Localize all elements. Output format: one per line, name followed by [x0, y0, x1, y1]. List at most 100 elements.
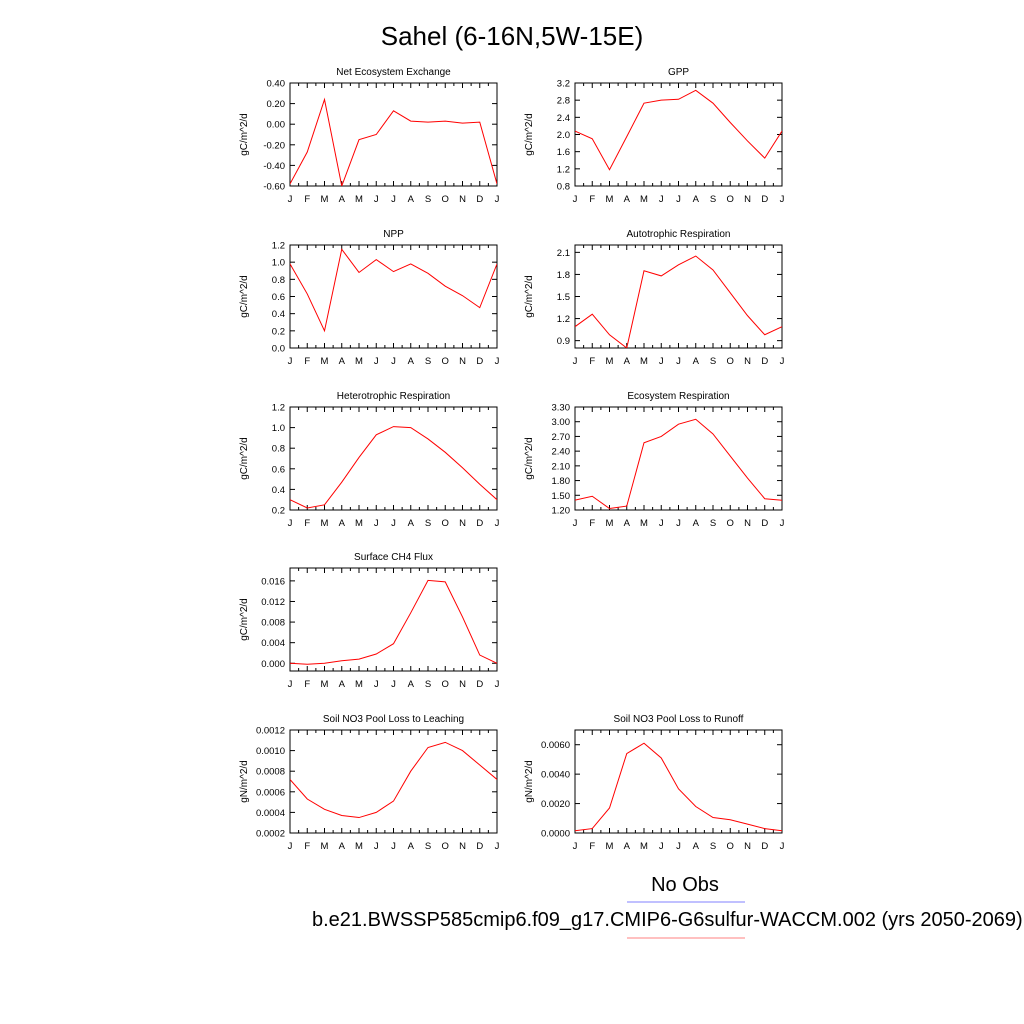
x-tick-label: J [391, 679, 396, 690]
x-tick-label: J [573, 841, 578, 852]
y-axis-label: gC/m^2/d [524, 437, 535, 480]
x-tick-label: M [355, 518, 363, 529]
plot-frame [574, 406, 783, 511]
panel-title: GPP [668, 67, 689, 78]
x-tick-label: J [659, 194, 664, 205]
x-tick-label: N [744, 841, 751, 852]
plot-frame [289, 406, 498, 511]
y-tick-label: 1.80 [552, 476, 571, 487]
y-tick-label: 2.8 [557, 96, 570, 107]
x-tick-label: A [693, 841, 700, 852]
x-tick-label: J [391, 841, 396, 852]
x-tick-label: N [459, 194, 466, 205]
x-tick-label: N [459, 356, 466, 367]
x-tick-label: M [355, 841, 363, 852]
y-tick-label: 0.008 [261, 618, 285, 629]
legend-label-model: b.e21.BWSSP585cmip6.f09_g17.CMIP6-G6sulf… [312, 909, 1023, 931]
x-tick-label: D [761, 518, 768, 529]
x-tick-label: S [710, 518, 716, 529]
y-tick-label: 0.4 [272, 309, 285, 320]
panel-title: Net Ecosystem Exchange [336, 67, 451, 78]
x-tick-label: S [425, 356, 431, 367]
y-tick-label: 0.8 [272, 444, 285, 455]
legend: No Obs b.e21.BWSSP585cmip6.f09_g17.CMIP6-… [312, 874, 1023, 939]
series-line [290, 248, 497, 333]
x-tick-label: M [321, 356, 329, 367]
x-tick-label: S [425, 679, 431, 690]
x-tick-label: A [624, 356, 631, 367]
y-tick-label: 2.10 [552, 461, 571, 472]
series-line [290, 97, 497, 186]
y-tick-label: 0.0060 [541, 740, 570, 751]
y-axis-label: gN/m^2/d [524, 760, 535, 803]
y-tick-label: 1.2 [557, 164, 570, 175]
y-tick-label: 2.40 [552, 447, 571, 458]
x-tick-label: J [573, 518, 578, 529]
y-axis-label: gC/m^2/d [524, 275, 535, 318]
x-tick-label: F [589, 841, 595, 852]
x-tick-label: J [676, 194, 681, 205]
plot-frame [574, 244, 783, 349]
y-tick-label: 0.8 [557, 182, 570, 193]
y-tick-label: 0.4 [272, 485, 285, 496]
x-tick-label: J [780, 518, 785, 529]
x-tick-label: N [459, 679, 466, 690]
x-tick-label: F [304, 356, 310, 367]
y-axis-label: gC/m^2/d [239, 275, 250, 318]
y-tick-label: 0.0004 [256, 808, 285, 819]
plot-frame [289, 82, 498, 187]
x-tick-label: D [476, 679, 483, 690]
y-tick-label: 0.2 [272, 326, 285, 337]
series-line [575, 89, 782, 171]
x-tick-label: D [761, 356, 768, 367]
y-tick-label: 0.9 [557, 336, 570, 347]
legend-label-obs: No Obs [651, 874, 719, 896]
x-tick-label: A [408, 356, 415, 367]
x-tick-label: D [476, 841, 483, 852]
y-tick-label: 1.2 [272, 403, 285, 414]
x-tick-label: M [640, 841, 648, 852]
x-tick-label: J [374, 841, 379, 852]
y-tick-label: -0.60 [263, 182, 285, 193]
x-tick-label: J [495, 356, 500, 367]
x-tick-label: M [321, 518, 329, 529]
y-tick-label: 0.0020 [541, 799, 570, 810]
x-tick-label: J [495, 841, 500, 852]
y-tick-label: 0.016 [261, 576, 285, 587]
x-tick-label: A [693, 194, 700, 205]
x-tick-label: A [339, 841, 346, 852]
panel-title: Autotrophic Respiration [627, 229, 731, 240]
series-line [290, 426, 497, 509]
x-tick-label: J [780, 194, 785, 205]
x-tick-label: J [495, 518, 500, 529]
x-tick-label: J [659, 841, 664, 852]
plot-frame [289, 567, 498, 672]
x-tick-label: O [442, 518, 449, 529]
x-tick-label: O [442, 679, 449, 690]
x-tick-label: F [304, 679, 310, 690]
y-tick-label: 0.0040 [541, 770, 570, 781]
x-tick-label: N [459, 518, 466, 529]
y-axis-label: gC/m^2/d [239, 598, 250, 641]
x-tick-label: A [408, 841, 415, 852]
x-tick-label: S [425, 841, 431, 852]
y-axis-label: gC/m^2/d [239, 113, 250, 156]
x-tick-label: M [321, 679, 329, 690]
x-tick-label: J [374, 679, 379, 690]
x-tick-label: M [606, 194, 614, 205]
plot-frame [574, 729, 783, 834]
x-tick-label: F [589, 356, 595, 367]
x-tick-label: M [355, 194, 363, 205]
x-tick-label: J [374, 356, 379, 367]
x-tick-label: J [288, 841, 293, 852]
y-tick-label: 0.004 [261, 638, 285, 649]
x-tick-label: J [374, 194, 379, 205]
y-tick-label: 3.00 [552, 417, 571, 428]
panel-title: Soil NO3 Pool Loss to Leaching [323, 714, 464, 725]
x-tick-label: M [606, 841, 614, 852]
